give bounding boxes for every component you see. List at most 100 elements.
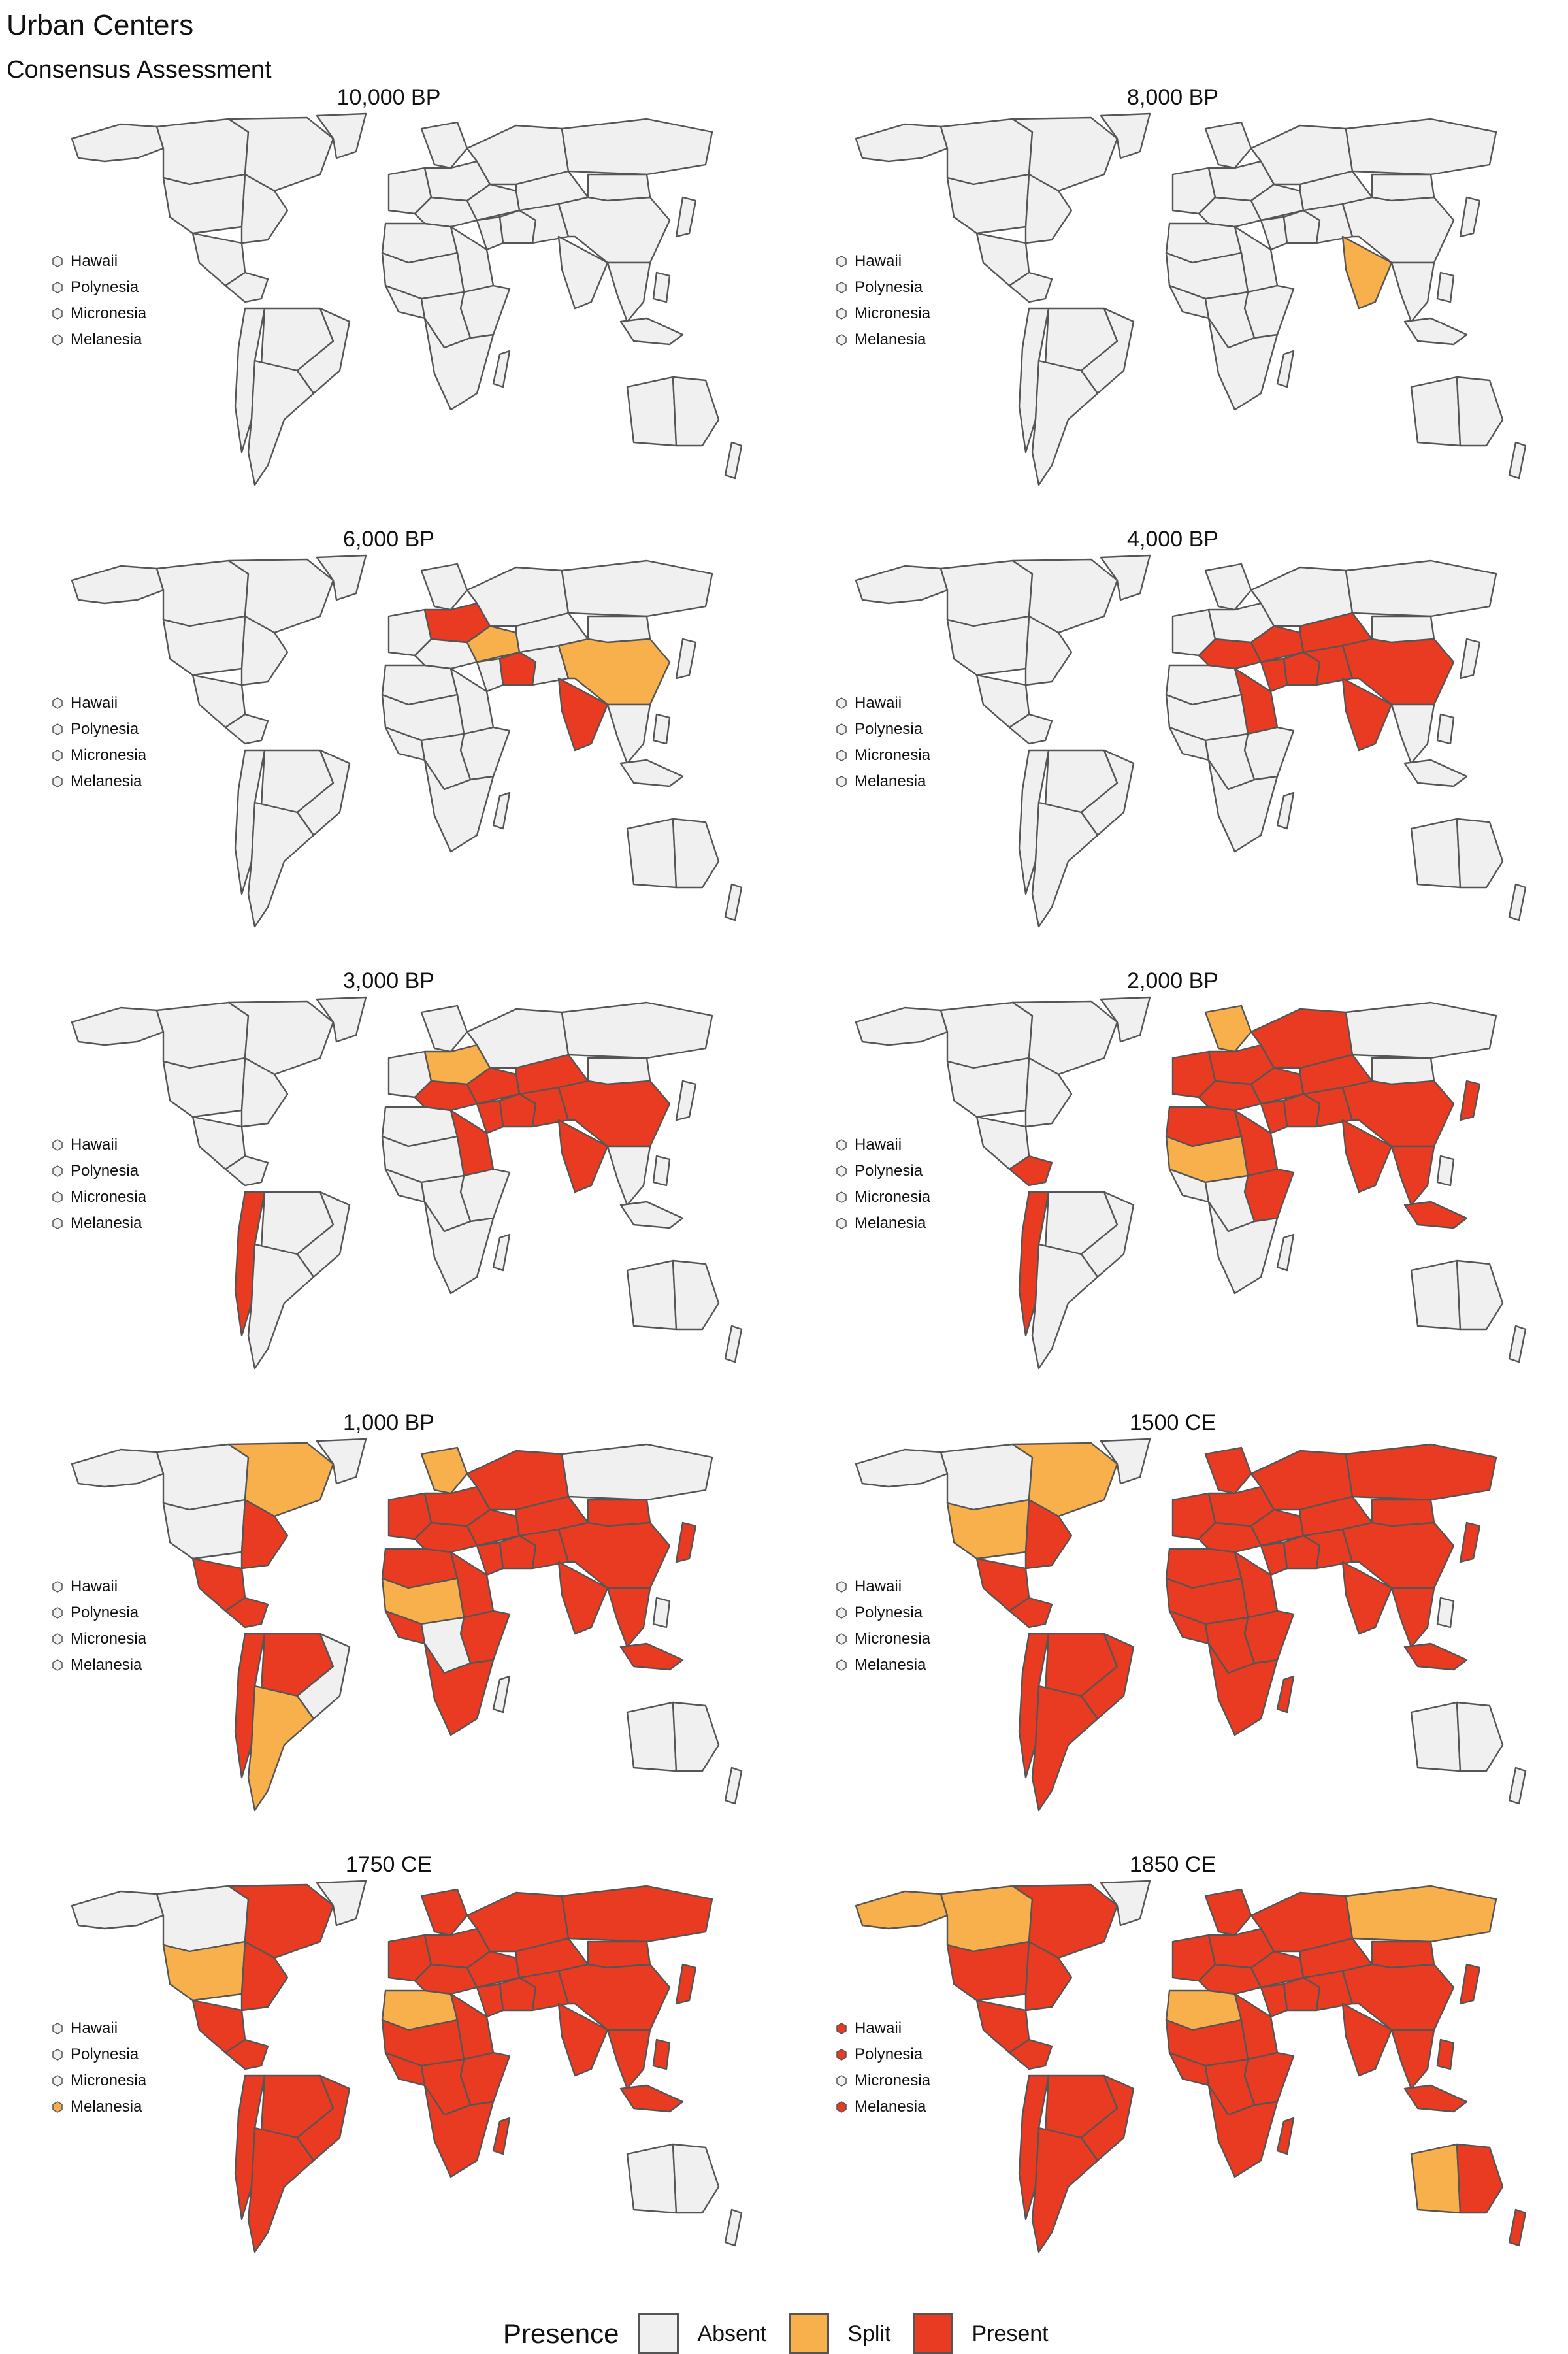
region-australia-east [672, 818, 720, 889]
island-item: Polynesia [51, 1158, 146, 1184]
region-greenland [316, 1438, 367, 1485]
island-label: Polynesia [855, 278, 923, 296]
island-item: Hawaii [51, 690, 146, 716]
island-label: Hawaii [71, 1578, 118, 1595]
region-siberia [561, 118, 713, 176]
region-new-zealand [1508, 441, 1527, 480]
region-greenland [1100, 554, 1151, 601]
region-argentina [1031, 1243, 1099, 1370]
region-alaska [71, 565, 165, 605]
region-andes [234, 2074, 266, 2221]
hexagon-icon [52, 1218, 63, 1229]
island-label: Melanesia [855, 772, 926, 790]
legend-swatch-present [913, 2313, 954, 2354]
region-levant [1260, 657, 1288, 693]
region-mongolia [1371, 615, 1435, 644]
hexagon-icon [836, 2075, 847, 2087]
hexagon-icon [52, 1659, 63, 1671]
region-mongolia [587, 1940, 651, 1969]
island-label: Melanesia [71, 2098, 142, 2115]
hexagon-icon [836, 308, 847, 320]
region-madagascar [492, 1233, 511, 1272]
island-item: Hawaii [835, 248, 930, 274]
region-mesoamerica [224, 1155, 269, 1187]
hexagon-icon [836, 282, 847, 293]
region-alaska [71, 1448, 165, 1488]
region-mesoamerica [224, 2038, 269, 2070]
hexagon-icon [52, 334, 63, 346]
region-argentina [1031, 2127, 1099, 2253]
region-canada-east [227, 1442, 335, 1517]
island-item: Melanesia [51, 1210, 146, 1236]
region-us-west [946, 1057, 1030, 1118]
legend-item-split: Split [789, 2313, 890, 2354]
region-us-east [1024, 173, 1073, 244]
island-label: Polynesia [855, 720, 923, 738]
panel-title: 6,000 BP [343, 527, 434, 552]
region-greenland [316, 112, 367, 159]
map-panel: 1,000 BP Hawaii Polynesia Micronesia Melanes… [13, 1410, 764, 1829]
island-item: Hawaii [51, 2015, 146, 2042]
island-item: Micronesia [835, 1184, 930, 1210]
region-mesoamerica [1008, 1597, 1053, 1629]
region-australia-west [1410, 1259, 1462, 1331]
world-map [71, 1438, 743, 1812]
legend-label-present: Present [972, 2321, 1049, 2346]
hexagon-icon [52, 1191, 63, 1203]
island-item: Micronesia [835, 301, 930, 327]
island-item: Micronesia [51, 301, 146, 327]
region-australia-east [672, 2143, 720, 2214]
region-southern-africa [1207, 759, 1279, 853]
region-us-east [240, 1057, 289, 1128]
region-indonesia [619, 1201, 684, 1229]
region-mesoamerica [1008, 1155, 1053, 1187]
region-southeast-asia [606, 261, 651, 323]
hexagon-icon [52, 2075, 63, 2087]
region-philippines [1436, 1597, 1455, 1629]
region-australia-west [1410, 2143, 1462, 2214]
region-southeast-asia [1390, 703, 1435, 765]
region-us-west [162, 615, 246, 676]
world-map [71, 112, 743, 486]
region-philippines [652, 1155, 671, 1187]
region-southeast-asia [1390, 2029, 1435, 2090]
hexagon-icon [52, 2023, 63, 2034]
region-greenland [1100, 996, 1151, 1043]
region-mongolia [1371, 1057, 1435, 1086]
region-indonesia [619, 2084, 684, 2113]
region-scandinavia [420, 563, 468, 611]
legend-item-absent: Absent [638, 2313, 766, 2354]
hexagon-icon [52, 2101, 63, 2113]
region-new-zealand [724, 1325, 743, 1363]
region-andes [234, 307, 266, 454]
region-argentina [247, 359, 315, 486]
map-panel: 3,000 BP Hawaii Polynesia Micronesia Melanes… [13, 969, 764, 1387]
region-south-asia [557, 677, 609, 752]
region-us-east [240, 615, 289, 686]
region-levant [476, 657, 504, 693]
region-canada-west [155, 1001, 250, 1069]
region-argentina [1031, 1685, 1099, 1812]
region-south-asia [1341, 1561, 1393, 1635]
figure-title: Urban Centers [7, 9, 194, 41]
panel-title: 1750 CE [345, 1852, 433, 1877]
region-southern-africa [423, 1201, 495, 1295]
region-madagascar [492, 791, 511, 830]
region-levant [476, 1983, 504, 2018]
region-australia-west [1410, 818, 1462, 889]
region-australia-east [1456, 818, 1504, 889]
region-southeast-asia [606, 1145, 651, 1206]
region-japan [1459, 1080, 1481, 1121]
region-argentina [1031, 801, 1099, 928]
island-list: Hawaii Polynesia Micronesia Melanesia [835, 2015, 930, 2120]
island-label: Hawaii [855, 252, 902, 270]
island-item: Hawaii [835, 690, 930, 716]
region-philippines [1436, 713, 1455, 745]
region-southern-africa [1207, 1201, 1279, 1295]
region-southeast-asia [1390, 1145, 1435, 1206]
island-label: Melanesia [855, 2098, 926, 2115]
island-item: Micronesia [51, 2068, 146, 2094]
region-greenland [1100, 1438, 1151, 1485]
map-panel: 1850 CE Hawaii Polynesia Micronesia Melanesi… [797, 1852, 1548, 2270]
hexagon-icon [836, 750, 847, 761]
